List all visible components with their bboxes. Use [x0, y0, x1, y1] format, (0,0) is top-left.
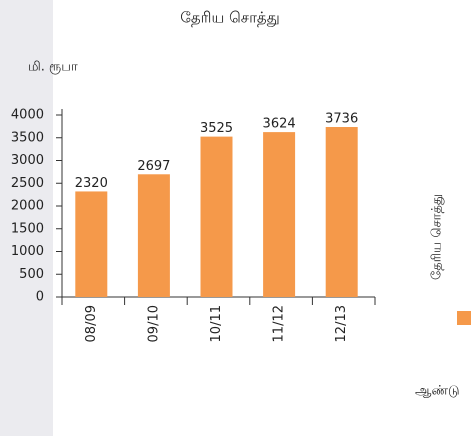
value-label: 3525 — [200, 121, 233, 136]
y-tick-label: 2500 — [11, 176, 44, 191]
x-tick-label: 09/10 — [146, 305, 161, 342]
value-label: 3624 — [263, 117, 296, 132]
y-tick-label: 1000 — [11, 244, 44, 259]
y-tick-label: 1500 — [11, 221, 44, 236]
x-tick-label: 11/12 — [272, 305, 287, 342]
x-tick-label: 12/13 — [334, 305, 349, 342]
legend-swatch — [457, 311, 471, 325]
x-tick-label: 10/11 — [209, 305, 224, 342]
value-label: 3736 — [325, 112, 358, 127]
legend-label: தேரிய சொத்து — [430, 194, 445, 280]
y-axis-label: மி. ரூபா — [28, 60, 78, 75]
axis-panel — [0, 0, 53, 436]
x-tick-label: 08/09 — [84, 305, 99, 342]
y-tick-label: 3500 — [11, 130, 44, 145]
value-label: 2697 — [137, 159, 170, 174]
bar — [75, 191, 108, 297]
bar — [137, 174, 170, 297]
y-tick-label: 500 — [19, 267, 44, 282]
y-tick-label: 2000 — [11, 199, 44, 214]
bar — [263, 132, 296, 297]
bar — [200, 136, 233, 297]
y-tick-label: 3000 — [11, 153, 44, 168]
y-tick-label: 4000 — [11, 108, 44, 123]
value-label: 2320 — [75, 176, 108, 191]
chart-title: தேரிய சொத்து — [180, 9, 279, 27]
x-axis-label: ஆண்டு — [415, 384, 460, 399]
bar — [325, 127, 358, 298]
y-tick-label: 0 — [36, 290, 44, 305]
